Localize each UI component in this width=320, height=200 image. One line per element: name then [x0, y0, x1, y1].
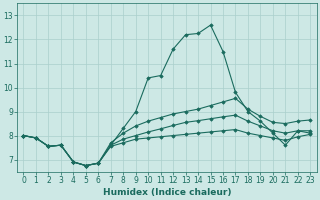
X-axis label: Humidex (Indice chaleur): Humidex (Indice chaleur)	[103, 188, 231, 197]
